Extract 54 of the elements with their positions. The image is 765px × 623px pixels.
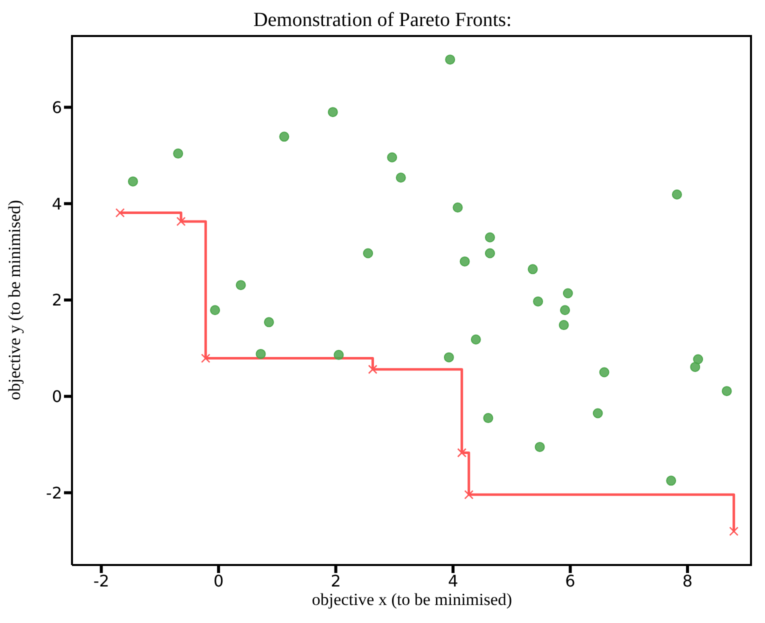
point [445, 54, 456, 65]
point [484, 248, 495, 258]
point [368, 364, 378, 374]
point [464, 490, 474, 500]
point [264, 317, 274, 328]
point [334, 350, 344, 360]
point [729, 526, 738, 536]
point [387, 152, 398, 162]
y-tick-label: 6 [52, 98, 62, 117]
point [210, 305, 220, 316]
point [444, 352, 454, 362]
point [460, 256, 470, 266]
x-axis-title: objective x (to be minimised) [312, 590, 512, 609]
point [722, 386, 732, 396]
x-tick-label: 6 [565, 571, 576, 590]
point [128, 176, 138, 186]
x-tick-label: 8 [682, 571, 693, 590]
point [256, 348, 266, 359]
point [599, 367, 610, 378]
x-tick-label: -2 [93, 571, 110, 590]
point [533, 296, 544, 306]
point [279, 132, 290, 142]
point [534, 442, 545, 452]
x-tick-label: 4 [448, 571, 458, 590]
y-axis-title: objective y (to be minimised) [5, 200, 24, 400]
point [666, 476, 676, 486]
y-tick-label: 2 [52, 290, 62, 310]
point [690, 362, 700, 372]
y-tick-label: -2 [46, 483, 62, 502]
point [484, 232, 495, 242]
chart-title: Demonstration of Pareto Fronts: [252, 8, 513, 32]
point [672, 189, 682, 200]
y-tick-label: 0 [52, 387, 62, 406]
point [452, 202, 463, 212]
point [528, 264, 538, 274]
point [396, 172, 406, 183]
point [201, 354, 210, 363]
point [176, 216, 186, 226]
point [173, 148, 184, 159]
point [457, 448, 466, 458]
point [560, 305, 570, 316]
point [562, 288, 573, 298]
point [470, 334, 481, 345]
point [483, 413, 494, 424]
point [236, 280, 246, 290]
point [115, 208, 125, 218]
y-tick-label: 4 [52, 194, 62, 214]
point [328, 107, 338, 118]
point [558, 320, 569, 330]
x-tick-label: 2 [330, 571, 341, 590]
point [363, 248, 374, 258]
point [693, 354, 704, 364]
x-tick-label: 0 [213, 571, 224, 590]
point [592, 408, 603, 418]
